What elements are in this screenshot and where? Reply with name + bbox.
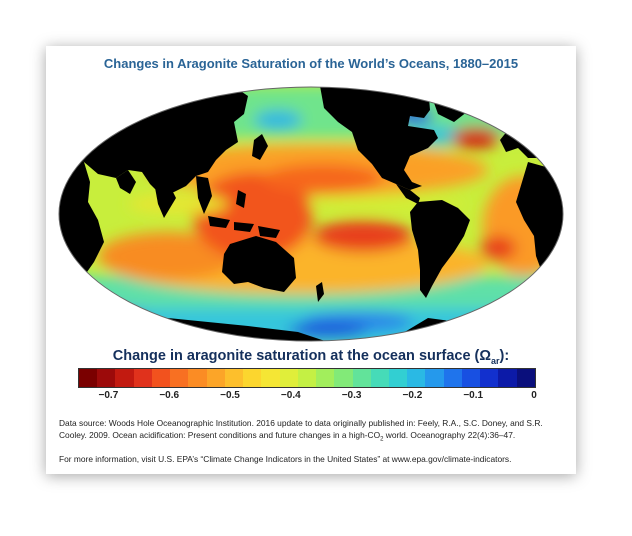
colorbar-swatch [133, 369, 152, 387]
figure-title: Changes in Aragonite Saturation of the W… [103, 56, 519, 71]
colorbar-tick-label: −0.3 [341, 390, 362, 401]
data-source: Data source: Woods Hole Oceanographic In… [59, 418, 569, 446]
colorbar-swatch [279, 369, 298, 387]
colorbar-tick-label: −0.4 [280, 390, 301, 401]
colorbar-tick-label: −0.1 [463, 390, 484, 401]
figure-card: Changes in Aragonite Saturation of the W… [46, 46, 576, 474]
colorbar-swatch [151, 369, 171, 387]
source-line-1: Data source: Woods Hole Oceanographic In… [59, 418, 543, 428]
colorbar-swatch [480, 369, 499, 387]
colorbar-swatch [188, 369, 207, 387]
colorbar-tick-label: −0.5 [220, 390, 240, 401]
colorbar-swatch [170, 369, 189, 387]
colorbar-swatch [352, 369, 371, 387]
colorbar-swatch [407, 369, 426, 387]
colorbar-swatch [461, 369, 481, 387]
colorbar-swatch [261, 369, 280, 387]
colorbar-swatch [316, 369, 335, 387]
colorbar [78, 368, 536, 388]
colorbar-tick-label: 0 [531, 390, 537, 401]
colorbar-swatch [224, 369, 244, 387]
colorbar-tick-label: −0.6 [159, 390, 180, 401]
colorbar-tick-label: −0.2 [402, 390, 423, 401]
world-map [58, 86, 564, 342]
colorbar-swatch [243, 369, 262, 387]
colorbar-tick-label: −0.7 [98, 390, 119, 401]
source-line-2: Cooley. 2009. Ocean acidification: Prese… [59, 429, 516, 443]
more-info: For more information, visit U.S. EPA’s “… [59, 454, 512, 464]
colorbar-swatch [115, 369, 134, 387]
legend-title: Change in aragonite saturation at the oc… [112, 348, 510, 366]
colorbar-swatch [206, 369, 225, 387]
colorbar-swatch [297, 369, 317, 387]
colorbar-swatch [388, 369, 408, 387]
colorbar-swatch [79, 369, 98, 387]
colorbar-ticks: −0.7 −0.6 −0.5 −0.4 −0.3 −0.2 −0.1 0 [78, 390, 537, 406]
colorbar-swatch [516, 369, 535, 387]
colorbar-swatch [334, 369, 353, 387]
colorbar-swatch [425, 369, 444, 387]
colorbar-swatch [498, 369, 517, 387]
colorbar-swatch [97, 369, 116, 387]
colorbar-swatch [370, 369, 389, 387]
colorbar-swatch [443, 369, 462, 387]
